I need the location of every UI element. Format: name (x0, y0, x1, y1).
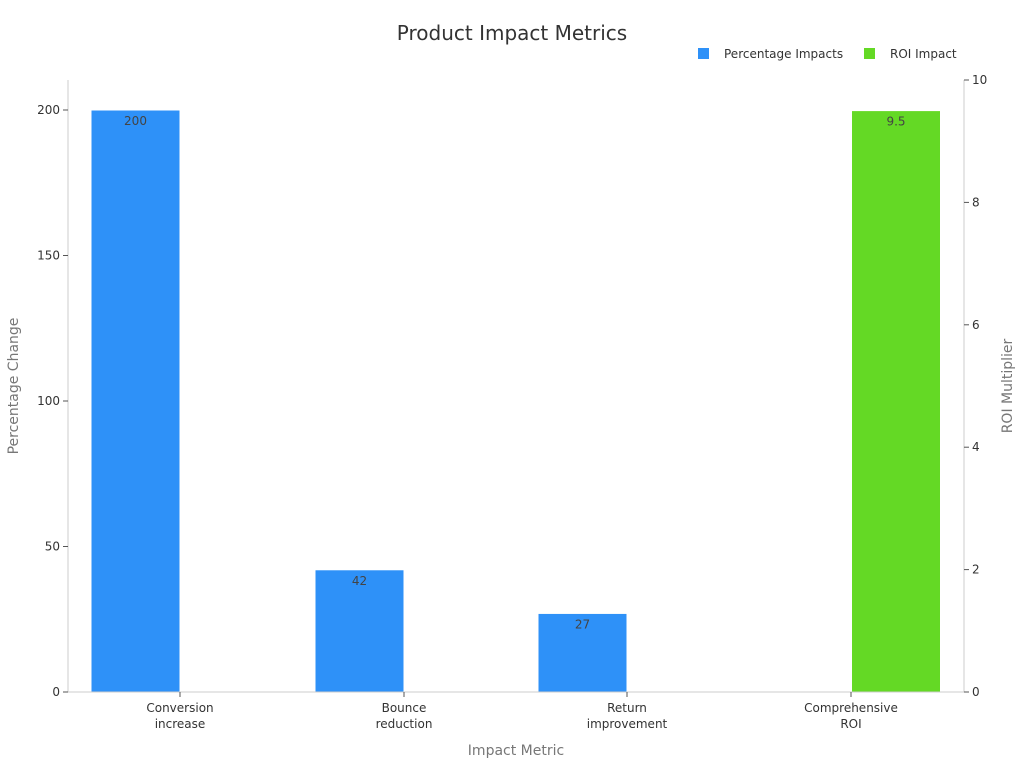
x-axis-title: Impact Metric (468, 743, 564, 759)
x-category-label: Return improvement (587, 701, 668, 731)
y-tick-label: 100 (37, 394, 60, 408)
y-tick-label: 150 (37, 249, 60, 263)
y2-tick-label: 4 (972, 440, 980, 454)
y2-tick-label: 6 (972, 318, 980, 332)
legend-swatch-1 (864, 48, 875, 59)
legend: Percentage Impacts ROI Impact (698, 47, 957, 61)
y-axis-title: Percentage Change (6, 318, 22, 455)
y2-tick-label: 0 (972, 685, 980, 699)
x-category-label: Conversion increase (146, 701, 213, 731)
x-categories: Conversion increase Bounce reduction Return i… (146, 692, 898, 731)
y-ticks-right: 0 2 4 6 8 10 (964, 73, 987, 699)
data-labels: 200 42 27 9.5 (124, 114, 906, 631)
y-ticks-left: 0 50 100 150 200 (37, 103, 68, 699)
y-tick-label: 200 (37, 103, 60, 117)
chart-title: Product Impact Metrics (397, 21, 627, 45)
bar-percentage-1 (314, 569, 405, 693)
legend-label-1: ROI Impact (890, 47, 957, 61)
legend-swatch-0 (698, 48, 709, 59)
y2-tick-label: 8 (972, 195, 980, 209)
data-label-roi-3: 9.5 (886, 115, 905, 129)
bars (90, 109, 941, 693)
bar-roi-3 (851, 110, 941, 693)
x-category-label: Comprehensive ROI (804, 701, 898, 731)
y2-tick-label: 10 (972, 73, 987, 87)
y-tick-label: 0 (52, 685, 60, 699)
y2-tick-label: 2 (972, 563, 980, 577)
x-category-label: Bounce reduction (376, 701, 433, 731)
y-tick-label: 50 (45, 540, 60, 554)
legend-label-0: Percentage Impacts (724, 47, 843, 61)
data-label-percentage-2: 27 (575, 617, 590, 631)
data-label-percentage-1: 42 (352, 574, 367, 588)
data-label-percentage-0: 200 (124, 114, 147, 128)
bar-percentage-0 (90, 109, 181, 693)
bar-percentage-2 (537, 612, 628, 693)
y2-axis-title: ROI Multiplier (1000, 338, 1016, 433)
